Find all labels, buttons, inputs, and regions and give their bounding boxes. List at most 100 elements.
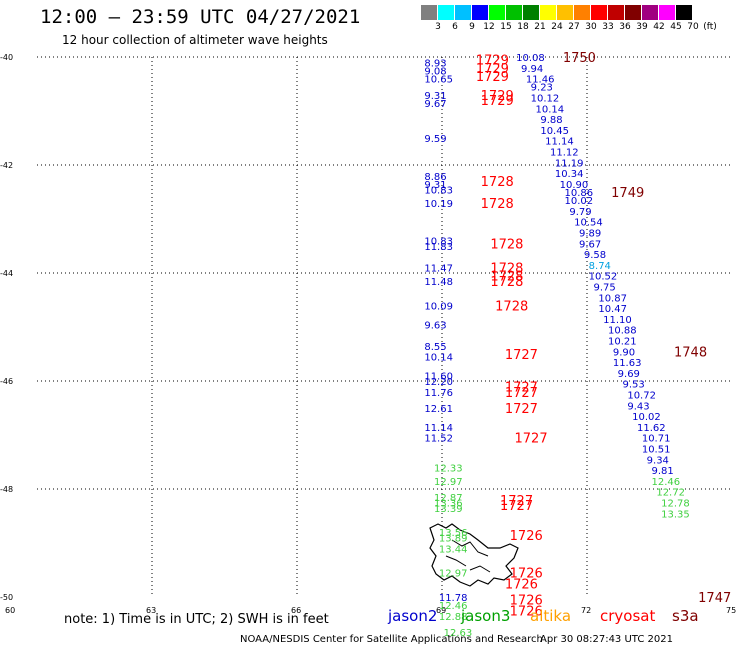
credit-text: NOAA/NESDIS Center for Satellite Applica… [240,634,543,645]
scale-label: 6 [452,22,458,32]
color-scale [421,5,693,20]
wave-height-value: 9.88 [540,115,562,126]
pass-time-label: 1726 [510,567,543,582]
wave-height-value: 8.74 [589,261,611,272]
page-title: 12:00 – 23:59 UTC 04/27/2021 [40,6,361,28]
scale-swatch [540,5,557,20]
kerguelen-islands [429,523,519,587]
pass-time-label: 1729 [476,54,509,69]
wave-height-value: 10.02 [632,412,661,423]
pass-time-label: 1729 [481,94,514,109]
scale-swatch [676,5,693,20]
scale-swatch [506,5,523,20]
pass-time-label: 1728 [490,270,523,285]
y-tick-label: -42 [0,161,13,170]
wave-height-value: 9.63 [424,320,446,331]
scale-label: 30 [585,22,597,32]
scale-label: (ft) [703,22,717,32]
wave-height-value: 13.44 [439,544,468,555]
wave-height-value: 8.55 [424,342,446,353]
wave-height-value: 10.87 [598,293,627,304]
wave-height-value: 10.47 [598,304,627,315]
wave-height-value: 9.34 [647,455,669,466]
pass-time-label: 1729 [476,70,509,85]
pass-time-label: 1728 [481,197,514,212]
wave-height-value: 13.39 [434,504,463,515]
wave-height-value: 13.89 [439,534,468,545]
wave-height-value: 9.81 [652,466,674,477]
pass-time-label: 1727 [505,348,538,363]
wave-height-value: 13.36 [434,499,463,510]
scale-swatch [489,5,506,20]
scale-swatch [642,5,659,20]
wave-height-value: 13.56 [439,528,468,539]
page-subtitle: 12 hour collection of altimeter wave hei… [62,33,328,47]
wave-height-value: 12.97 [434,477,463,488]
wave-height-value: 12.87 [434,493,463,504]
wave-height-value: 10.51 [642,445,671,456]
wave-height-value: 10.90 [560,180,589,191]
wave-height-value: 9.79 [569,207,591,218]
x-tick-label: 66 [291,606,301,615]
wave-height-value: 11.48 [424,277,453,288]
wave-height-value: 10.14 [424,353,453,364]
scale-label: 24 [551,22,563,32]
scale-swatch [455,5,472,20]
wave-height-value: 11.14 [424,423,453,434]
pass-time-label: 1726 [505,578,538,593]
wave-height-value: 10.21 [608,337,637,348]
wave-height-value: 10.45 [540,126,569,137]
wave-height-value: 9.59 [424,134,446,145]
wave-height-value: 9.31 [424,180,446,191]
pass-time-label: 1750 [563,51,596,66]
wave-height-value: 11.46 [526,75,555,86]
wave-height-value: 10.83 [424,185,453,196]
scale-swatch [438,5,455,20]
scale-label: 45 [670,22,682,32]
wave-height-value: 11.14 [545,137,574,148]
wave-height-value: 12.33 [434,463,463,474]
wave-height-value: 12.63 [444,628,473,639]
scale-swatch [421,5,438,20]
pass-time-label: 1747 [698,591,731,606]
legend-s3a: s3a [672,607,699,625]
scale-label: 27 [568,22,580,32]
wave-height-value: 11.52 [424,434,453,445]
pass-time-label: 1728 [481,175,514,190]
x-tick-label: 60 [5,606,15,615]
wave-height-value: 10.72 [627,391,656,402]
wave-height-value: 11.62 [637,423,666,434]
wave-height-value: 12.61 [424,404,453,415]
x-tick-label: 69 [436,606,446,615]
pass-time-label: 1729 [481,89,514,104]
pass-time-label: 1729 [476,62,509,77]
wave-height-value: 12.72 [656,488,685,499]
wave-height-value: 12.46 [439,601,468,612]
wave-height-value: 11.47 [424,264,453,275]
wave-height-value: 11.12 [550,148,579,159]
wave-height-value: 11.76 [424,388,453,399]
y-tick-label: -48 [0,485,13,494]
wave-height-value: 10.71 [642,434,671,445]
scale-label: 39 [636,22,648,32]
wave-height-value: 11.63 [613,358,642,369]
y-tick-label: -50 [0,593,13,602]
wave-height-value: 9.67 [424,99,446,110]
pass-time-label: 1727 [500,499,533,514]
pass-time-label: 1728 [490,275,523,290]
pass-time-label: 1726 [510,605,543,620]
legend-jason2: jason2 [388,607,438,625]
wave-height-value: 10.52 [589,272,618,283]
scale-label: 70 [687,22,699,32]
scale-swatch [523,5,540,20]
wave-height-value: 9.90 [613,347,635,358]
y-tick-label: -40 [0,53,13,62]
data-points: 8.939.0810.659.319.679.598.869.3110.8310… [424,51,731,639]
x-tick-label: 63 [146,606,156,615]
wave-height-value: 10.12 [531,94,560,105]
pass-time-label: 1748 [674,345,707,360]
footer: NOAA/NESDIS Center for Satellite Applica… [240,634,673,645]
wave-height-value: 9.67 [579,239,601,250]
wave-height-value: 8.86 [424,172,446,183]
